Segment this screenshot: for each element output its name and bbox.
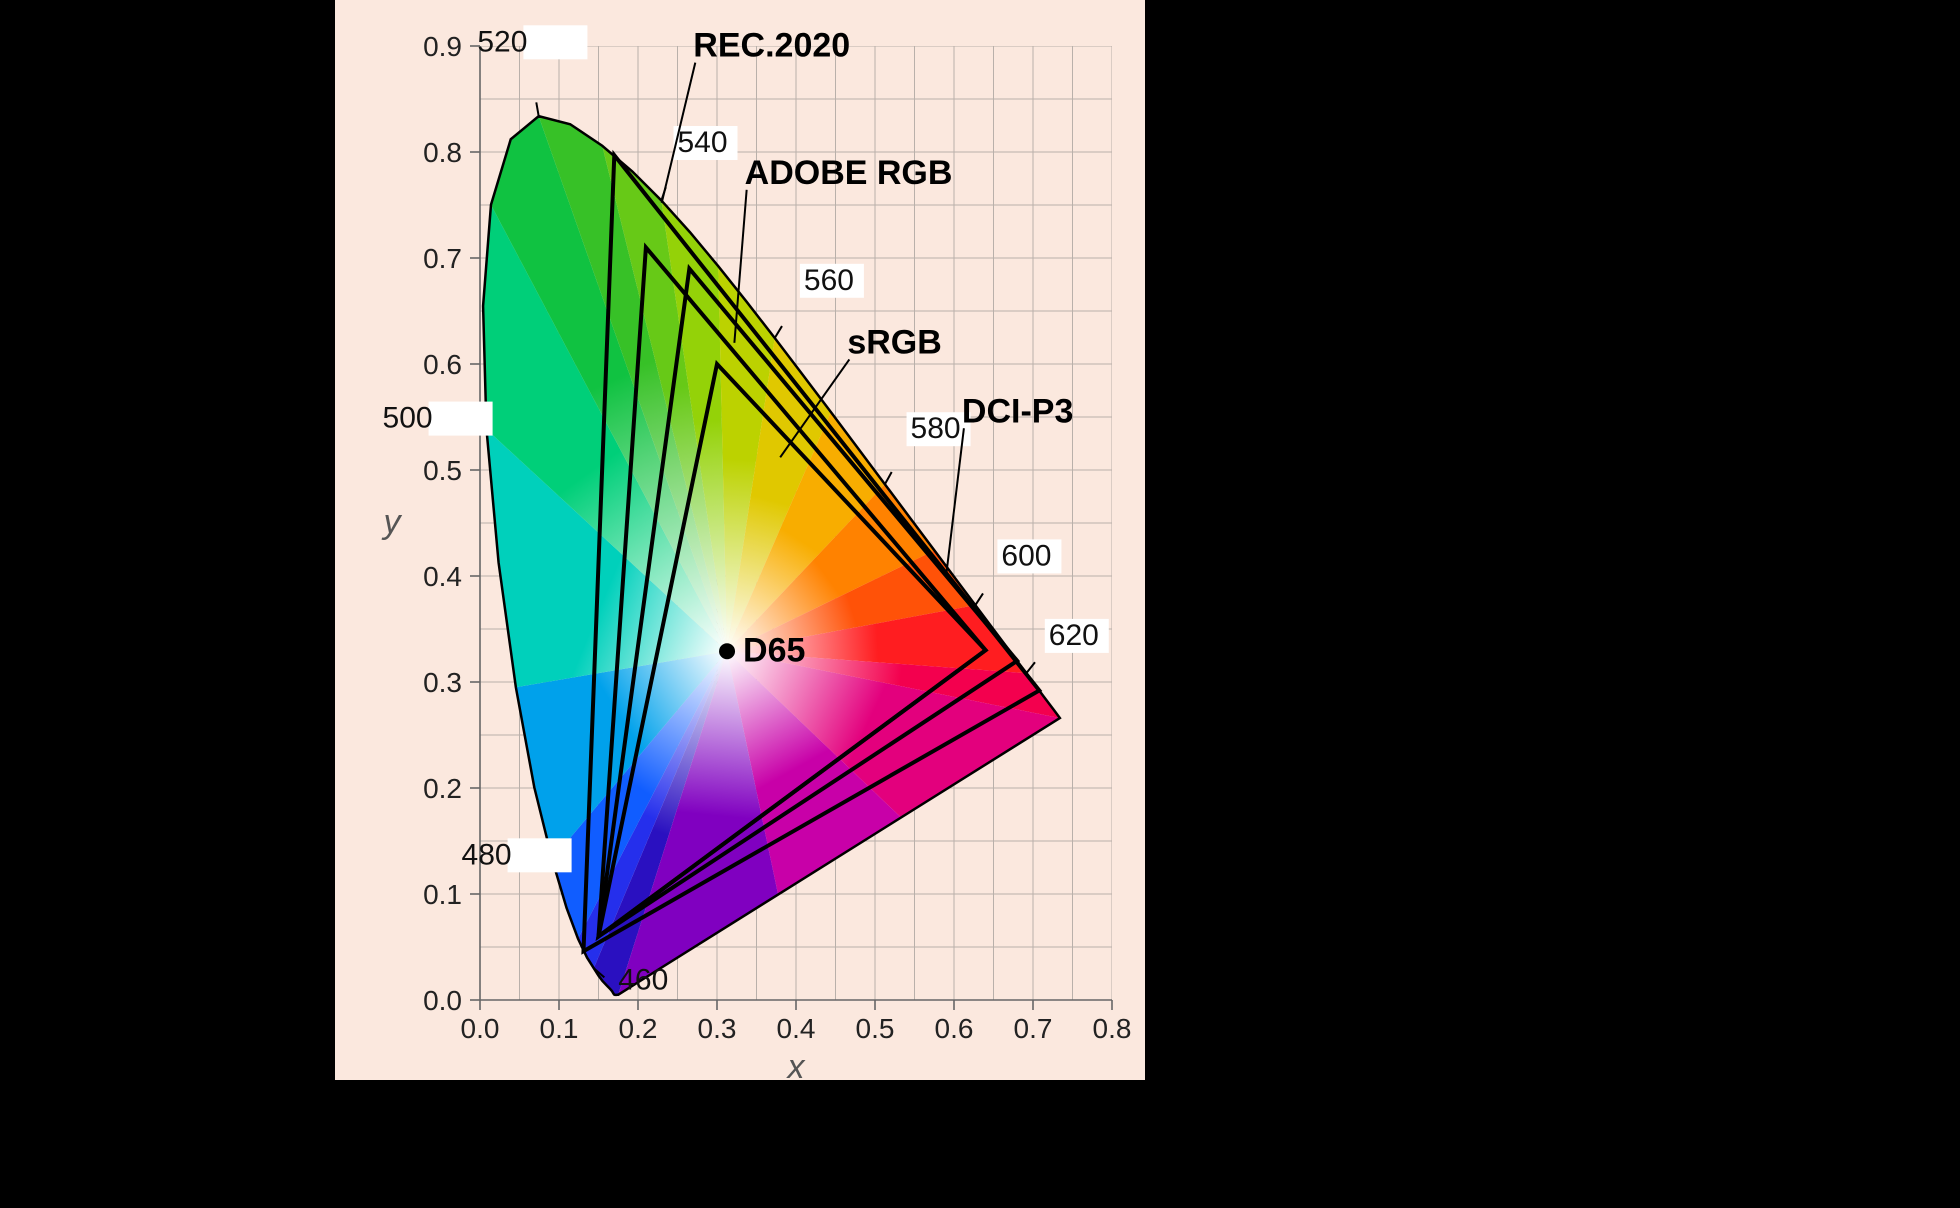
ytick-label: 0.9 <box>423 31 462 62</box>
ytick-label: 0.4 <box>423 561 462 592</box>
wavelength-520: 520 <box>477 25 527 58</box>
ytick-label: 0.7 <box>423 243 462 274</box>
xtick-label: 0.0 <box>461 1013 500 1044</box>
ytick-label: 0.5 <box>423 455 462 486</box>
ytick-label: 0.6 <box>423 349 462 380</box>
wavelength-620: 620 <box>1049 619 1099 652</box>
y-axis-title: y <box>382 503 403 541</box>
wavelength-460: 460 <box>618 963 668 996</box>
wavelength-560: 560 <box>804 264 854 297</box>
chromaticity-diagram: 0.0 0.1 0.2 0.3 0.4 0.5 0.6 0.7 0.8 0.0 0.1 0.2 0.3 0… <box>0 0 1960 1208</box>
ytick-label: 0.3 <box>423 667 462 698</box>
xtick-label: 0.6 <box>935 1013 974 1044</box>
x-axis-title: x <box>786 1048 806 1086</box>
xtick-label: 0.5 <box>856 1013 895 1044</box>
xtick-label: 0.4 <box>777 1013 816 1044</box>
wavelength-600: 600 <box>1001 539 1051 572</box>
label-dci-p3: DCI-P3 <box>962 392 1073 430</box>
xtick-label: 0.1 <box>540 1013 579 1044</box>
ytick-label: 0.0 <box>423 985 462 1016</box>
label-rec-2020: REC.2020 <box>693 27 850 65</box>
wavelength-480: 480 <box>462 838 512 871</box>
xtick-label: 0.7 <box>1014 1013 1053 1044</box>
xtick-label: 0.3 <box>698 1013 737 1044</box>
xtick-label: 0.2 <box>619 1013 658 1044</box>
label-adobe-rgb: ADOBE RGB <box>745 154 953 192</box>
wavelength-500: 500 <box>383 402 433 435</box>
label-srgb: sRGB <box>847 323 941 361</box>
ytick-label: 0.1 <box>423 879 462 910</box>
xtick-label: 0.8 <box>1093 1013 1132 1044</box>
ytick-label: 0.2 <box>423 773 462 804</box>
ytick-label: 0.8 <box>423 137 462 168</box>
whitepoint-dot <box>719 643 735 659</box>
wavelength-580: 580 <box>911 412 961 445</box>
whitepoint-label: D65 <box>743 631 805 669</box>
wavelength-540: 540 <box>678 126 728 159</box>
